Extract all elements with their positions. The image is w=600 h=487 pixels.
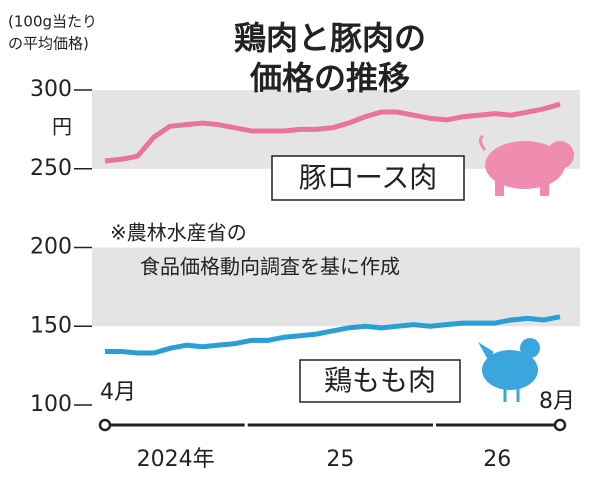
- y-label: の平均価格): [8, 35, 89, 53]
- axis-end: [98, 418, 112, 432]
- y-tick-label: 100: [30, 392, 72, 417]
- note: ※農林水産省の: [110, 221, 247, 245]
- y-tick-label: 200: [30, 235, 72, 260]
- axis-end: [553, 418, 567, 432]
- chicken-icon: [478, 338, 540, 402]
- y-label: (100g当たり: [8, 13, 97, 31]
- note: 食品価格動向調査を基に作成: [140, 255, 400, 279]
- band: [92, 247, 580, 327]
- y-tick-label: 150: [30, 313, 72, 338]
- series-label-box: [299, 359, 461, 403]
- year-label: 25: [326, 447, 354, 472]
- chart-title: 鶏肉と豚肉の: [234, 19, 426, 57]
- x-tick-label: 8月: [539, 389, 575, 414]
- pig-icon: [478, 134, 574, 196]
- year-label: 26: [483, 447, 511, 472]
- series-line: [104, 101, 561, 164]
- year-label: 2024年: [137, 447, 215, 472]
- series-line: [105, 314, 561, 356]
- y-tick-label: 250: [30, 156, 72, 181]
- y-tick-label: 300: [30, 77, 72, 102]
- series-label: 豚ロース肉: [299, 161, 438, 194]
- series-label-box: [271, 155, 465, 201]
- series-label: 鶏もも肉: [324, 364, 436, 397]
- chart-title: 価格の推移: [249, 59, 410, 97]
- y-unit: 円: [52, 115, 72, 139]
- x-tick-label: 4月: [100, 380, 136, 405]
